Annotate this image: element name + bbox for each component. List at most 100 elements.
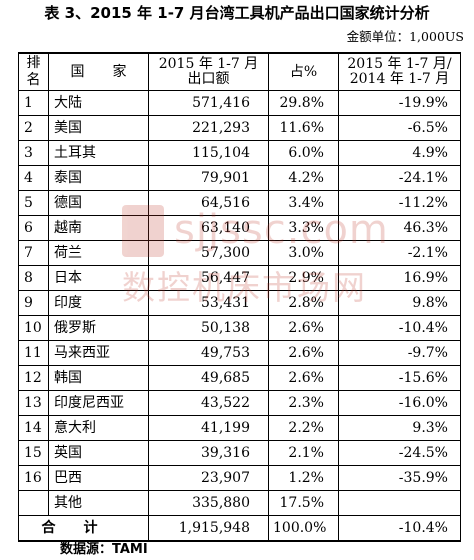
export-value-cell: 53,431 bbox=[148, 290, 269, 316]
country-cell: 英国 bbox=[48, 440, 149, 466]
source-note: 数据源：TAMI bbox=[60, 542, 148, 557]
country-cell: 韩国 bbox=[48, 365, 149, 391]
share-cell: 1.2% bbox=[268, 465, 339, 491]
rank-cell: 8 bbox=[18, 265, 49, 291]
rank-cell: 12 bbox=[18, 365, 49, 391]
export-value-cell: 571,416 bbox=[148, 90, 269, 116]
table-row: 1 大陆 571,416 29.8% -19.9% bbox=[18, 90, 461, 116]
header-share: 占% bbox=[268, 52, 339, 91]
rank-cell: 9 bbox=[18, 290, 49, 316]
share-cell: 3.3% bbox=[268, 215, 339, 241]
country-cell: 马来西亚 bbox=[48, 340, 149, 366]
rank-cell: 5 bbox=[18, 190, 49, 216]
table-row: 10 俄罗斯 50,138 2.6% -10.4% bbox=[18, 315, 461, 341]
export-value-cell: 39,316 bbox=[148, 440, 269, 466]
rank-cell: 10 bbox=[18, 315, 49, 341]
export-value-cell: 49,753 bbox=[148, 340, 269, 366]
header-rank-text: 排名 bbox=[26, 55, 41, 88]
export-table: 排名 国 家 2015 年 1-7 月 出口额 占% 2015 年 1-7 月/… bbox=[18, 52, 461, 542]
rank-cell: 3 bbox=[18, 140, 49, 166]
country-cell: 土耳其 bbox=[48, 140, 149, 166]
table-row: 8 日本 56,447 2.9% 16.9% bbox=[18, 265, 461, 291]
share-cell: 2.3% bbox=[268, 390, 339, 416]
share-cell: 2.6% bbox=[268, 315, 339, 341]
share-cell: 6.0% bbox=[268, 140, 339, 166]
total-row: 合计 1,915,948 100.0% -10.4% bbox=[18, 515, 461, 542]
export-value-cell: 64,516 bbox=[148, 190, 269, 216]
table-row: 11 马来西亚 49,753 2.6% -9.7% bbox=[18, 340, 461, 366]
rank-cell: 2 bbox=[18, 115, 49, 141]
export-value-cell: 221,293 bbox=[148, 115, 269, 141]
rank-cell bbox=[18, 490, 49, 516]
growth-cell: 9.8% bbox=[338, 290, 461, 316]
header-export: 2015 年 1-7 月 出口额 bbox=[148, 52, 269, 91]
export-value-cell: 79,901 bbox=[148, 165, 269, 191]
table-row: 其他 335,880 17.5% bbox=[18, 490, 461, 516]
export-value-cell: 41,199 bbox=[148, 415, 269, 441]
rank-cell: 6 bbox=[18, 215, 49, 241]
export-value-cell: 50,138 bbox=[148, 315, 269, 341]
share-cell: 3.4% bbox=[268, 190, 339, 216]
table-row: 13 印度尼西亚 43,522 2.3% -16.0% bbox=[18, 390, 461, 416]
country-cell: 其他 bbox=[48, 490, 149, 516]
table-row: 9 印度 53,431 2.8% 9.8% bbox=[18, 290, 461, 316]
country-cell: 越南 bbox=[48, 215, 149, 241]
share-cell: 2.2% bbox=[268, 415, 339, 441]
table-row: 3 土耳其 115,104 6.0% 4.9% bbox=[18, 140, 461, 166]
rank-cell: 1 bbox=[18, 90, 49, 116]
share-cell: 2.9% bbox=[268, 265, 339, 291]
growth-cell: -10.4% bbox=[338, 315, 461, 341]
growth-cell: -15.6% bbox=[338, 365, 461, 391]
share-cell: 11.6% bbox=[268, 115, 339, 141]
country-cell: 荷兰 bbox=[48, 240, 149, 266]
share-cell: 2.6% bbox=[268, 340, 339, 366]
growth-cell: -24.1% bbox=[338, 165, 461, 191]
share-cell: 29.8% bbox=[268, 90, 339, 116]
country-cell: 日本 bbox=[48, 265, 149, 291]
growth-cell: 4.9% bbox=[338, 140, 461, 166]
table-row: 7 荷兰 57,300 3.0% -2.1% bbox=[18, 240, 461, 266]
export-value-cell: 43,522 bbox=[148, 390, 269, 416]
growth-cell: 9.3% bbox=[338, 415, 461, 441]
country-cell: 大陆 bbox=[48, 90, 149, 116]
export-value-cell: 57,300 bbox=[148, 240, 269, 266]
country-cell: 印度 bbox=[48, 290, 149, 316]
rank-cell: 16 bbox=[18, 465, 49, 491]
export-value-cell: 23,907 bbox=[148, 465, 269, 491]
rank-cell: 13 bbox=[18, 390, 49, 416]
share-cell: 4.2% bbox=[268, 165, 339, 191]
table-row: 16 巴西 23,907 1.2% -35.9% bbox=[18, 465, 461, 491]
country-cell: 意大利 bbox=[48, 415, 149, 441]
rank-cell: 14 bbox=[18, 415, 49, 441]
growth-cell: -11.2% bbox=[338, 190, 461, 216]
export-value-cell: 63,140 bbox=[148, 215, 269, 241]
growth-cell: -35.9% bbox=[338, 465, 461, 491]
growth-cell: 16.9% bbox=[338, 265, 461, 291]
share-cell: 2.8% bbox=[268, 290, 339, 316]
rank-cell: 4 bbox=[18, 165, 49, 191]
rank-cell: 11 bbox=[18, 340, 49, 366]
total-label: 合计 bbox=[18, 515, 149, 542]
table-row: 14 意大利 41,199 2.2% 9.3% bbox=[18, 415, 461, 441]
header-row: 排名 国 家 2015 年 1-7 月 出口额 占% 2015 年 1-7 月/… bbox=[18, 52, 461, 91]
country-cell: 德国 bbox=[48, 190, 149, 216]
table-row: 4 泰国 79,901 4.2% -24.1% bbox=[18, 165, 461, 191]
growth-cell: -16.0% bbox=[338, 390, 461, 416]
export-value-cell: 335,880 bbox=[148, 490, 269, 516]
unit-note: 金额单位：1,000US bbox=[346, 29, 464, 44]
country-cell: 泰国 bbox=[48, 165, 149, 191]
growth-cell: 46.3% bbox=[338, 215, 461, 241]
growth-cell: -6.5% bbox=[338, 115, 461, 141]
growth-cell bbox=[338, 490, 461, 516]
growth-cell: -24.5% bbox=[338, 440, 461, 466]
total-value-cell: 1,915,948 bbox=[148, 515, 269, 542]
share-cell: 17.5% bbox=[268, 490, 339, 516]
growth-cell: -2.1% bbox=[338, 240, 461, 266]
table-title: 表 3、2015 年 1-7 月台湾工具机产品出口国家统计分析 bbox=[44, 4, 430, 22]
table-row: 2 美国 221,293 11.6% -6.5% bbox=[18, 115, 461, 141]
country-cell: 巴西 bbox=[48, 465, 149, 491]
country-cell: 印度尼西亚 bbox=[48, 390, 149, 416]
header-rank: 排名 bbox=[18, 52, 49, 91]
table-row: 12 韩国 49,685 2.6% -15.6% bbox=[18, 365, 461, 391]
table-row: 6 越南 63,140 3.3% 46.3% bbox=[18, 215, 461, 241]
